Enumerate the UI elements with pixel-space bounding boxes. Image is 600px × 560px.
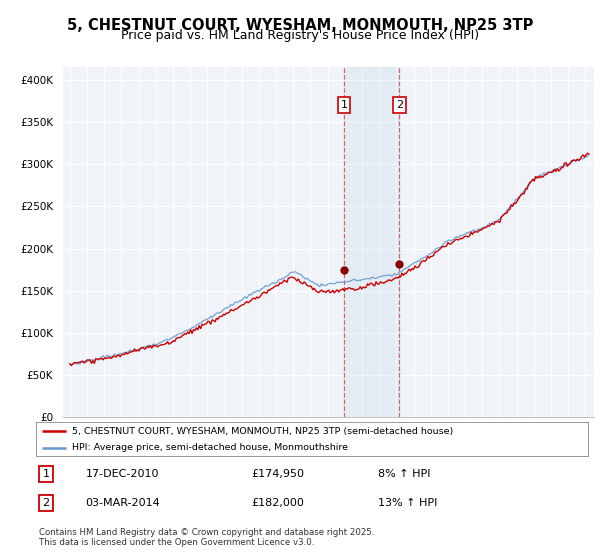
Text: 5, CHESTNUT COURT, WYESHAM, MONMOUTH, NP25 3TP: 5, CHESTNUT COURT, WYESHAM, MONMOUTH, NP…: [67, 18, 533, 33]
Text: HPI: Average price, semi-detached house, Monmouthshire: HPI: Average price, semi-detached house,…: [72, 443, 348, 452]
Bar: [344, 67, 399, 417]
Text: 2: 2: [43, 498, 49, 508]
Text: £174,950: £174,950: [251, 469, 304, 479]
Text: 2: 2: [396, 100, 403, 110]
Text: Price paid vs. HM Land Registry's House Price Index (HPI): Price paid vs. HM Land Registry's House …: [121, 29, 479, 42]
Text: 8% ↑ HPI: 8% ↑ HPI: [378, 469, 431, 479]
Text: 17-DEC-2010: 17-DEC-2010: [86, 469, 159, 479]
Text: 1: 1: [341, 100, 347, 110]
Text: 03-MAR-2014: 03-MAR-2014: [86, 498, 160, 508]
Text: 13% ↑ HPI: 13% ↑ HPI: [378, 498, 437, 508]
Text: £182,000: £182,000: [251, 498, 304, 508]
Text: 1: 1: [43, 469, 49, 479]
Text: 5, CHESTNUT COURT, WYESHAM, MONMOUTH, NP25 3TP (semi-detached house): 5, CHESTNUT COURT, WYESHAM, MONMOUTH, NP…: [72, 427, 453, 436]
Text: Contains HM Land Registry data © Crown copyright and database right 2025.
This d: Contains HM Land Registry data © Crown c…: [39, 528, 374, 547]
